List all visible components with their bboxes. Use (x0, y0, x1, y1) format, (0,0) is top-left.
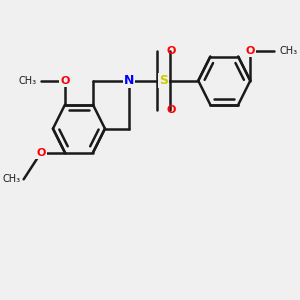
Text: O: O (36, 148, 46, 158)
Text: N: N (124, 74, 134, 87)
Text: CH₃: CH₃ (2, 174, 20, 184)
Text: O: O (167, 105, 176, 115)
Text: O: O (246, 46, 255, 56)
Text: CH₃: CH₃ (19, 76, 37, 86)
Text: O: O (60, 76, 70, 86)
Text: S: S (159, 74, 168, 87)
Text: O: O (167, 46, 176, 56)
Text: CH₃: CH₃ (279, 46, 297, 56)
